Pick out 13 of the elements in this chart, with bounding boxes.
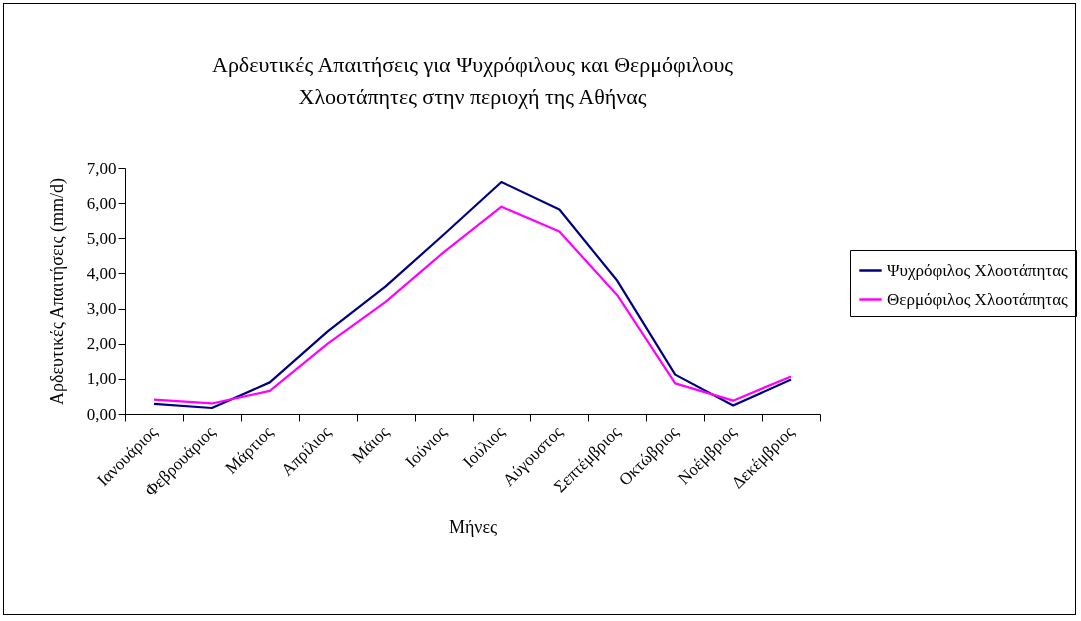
y-tick-label: 1,00 <box>86 369 117 389</box>
legend-label: Θερμόφιλος Χλοοτάπητας <box>887 289 1069 309</box>
chart-title: Αρδευτικές Απαιτήσεις για Ψυχρόφιλους και Θερμόφιλους Χλοοτάπητες στην περιοχή της Αθήνας <box>211 52 734 109</box>
y-axis-title: Αρδευτικές Απαιτήσεις (mm/d) <box>46 177 68 406</box>
y-tick-label: 5,00 <box>86 228 117 248</box>
y-tick-label: 3,00 <box>86 299 117 319</box>
legend-label: Ψυχρόφιλος Χλοοτάπητας <box>887 260 1069 280</box>
y-tick-label: 2,00 <box>86 334 117 354</box>
x-axis-title: Μήνες <box>448 517 498 538</box>
y-tick-label: 6,00 <box>86 193 117 213</box>
y-tick-label: 0,00 <box>86 404 117 424</box>
y-tick-label: 4,00 <box>86 263 117 283</box>
y-tick-label: 7,00 <box>86 158 117 178</box>
